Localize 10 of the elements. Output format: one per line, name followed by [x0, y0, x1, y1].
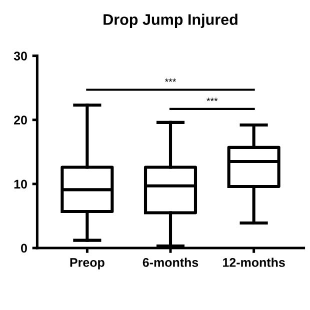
y-tick-label: 30	[14, 52, 27, 60]
y-tick-label: 0	[21, 244, 27, 253]
annotation: ***	[164, 78, 176, 82]
chart-title: Drop Jump Injured	[104, 14, 238, 28]
x-tick-label: 12-months	[223, 258, 285, 267]
y-tick-label: 20	[14, 116, 27, 125]
annotation: ***	[206, 98, 218, 102]
x-tick-label: Preop	[70, 258, 104, 270]
x-tick-label: 6-months	[142, 258, 198, 267]
y-tick-label: 10	[14, 180, 27, 189]
